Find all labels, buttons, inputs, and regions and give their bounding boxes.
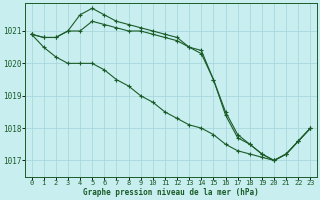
X-axis label: Graphe pression niveau de la mer (hPa): Graphe pression niveau de la mer (hPa) [83,188,259,197]
